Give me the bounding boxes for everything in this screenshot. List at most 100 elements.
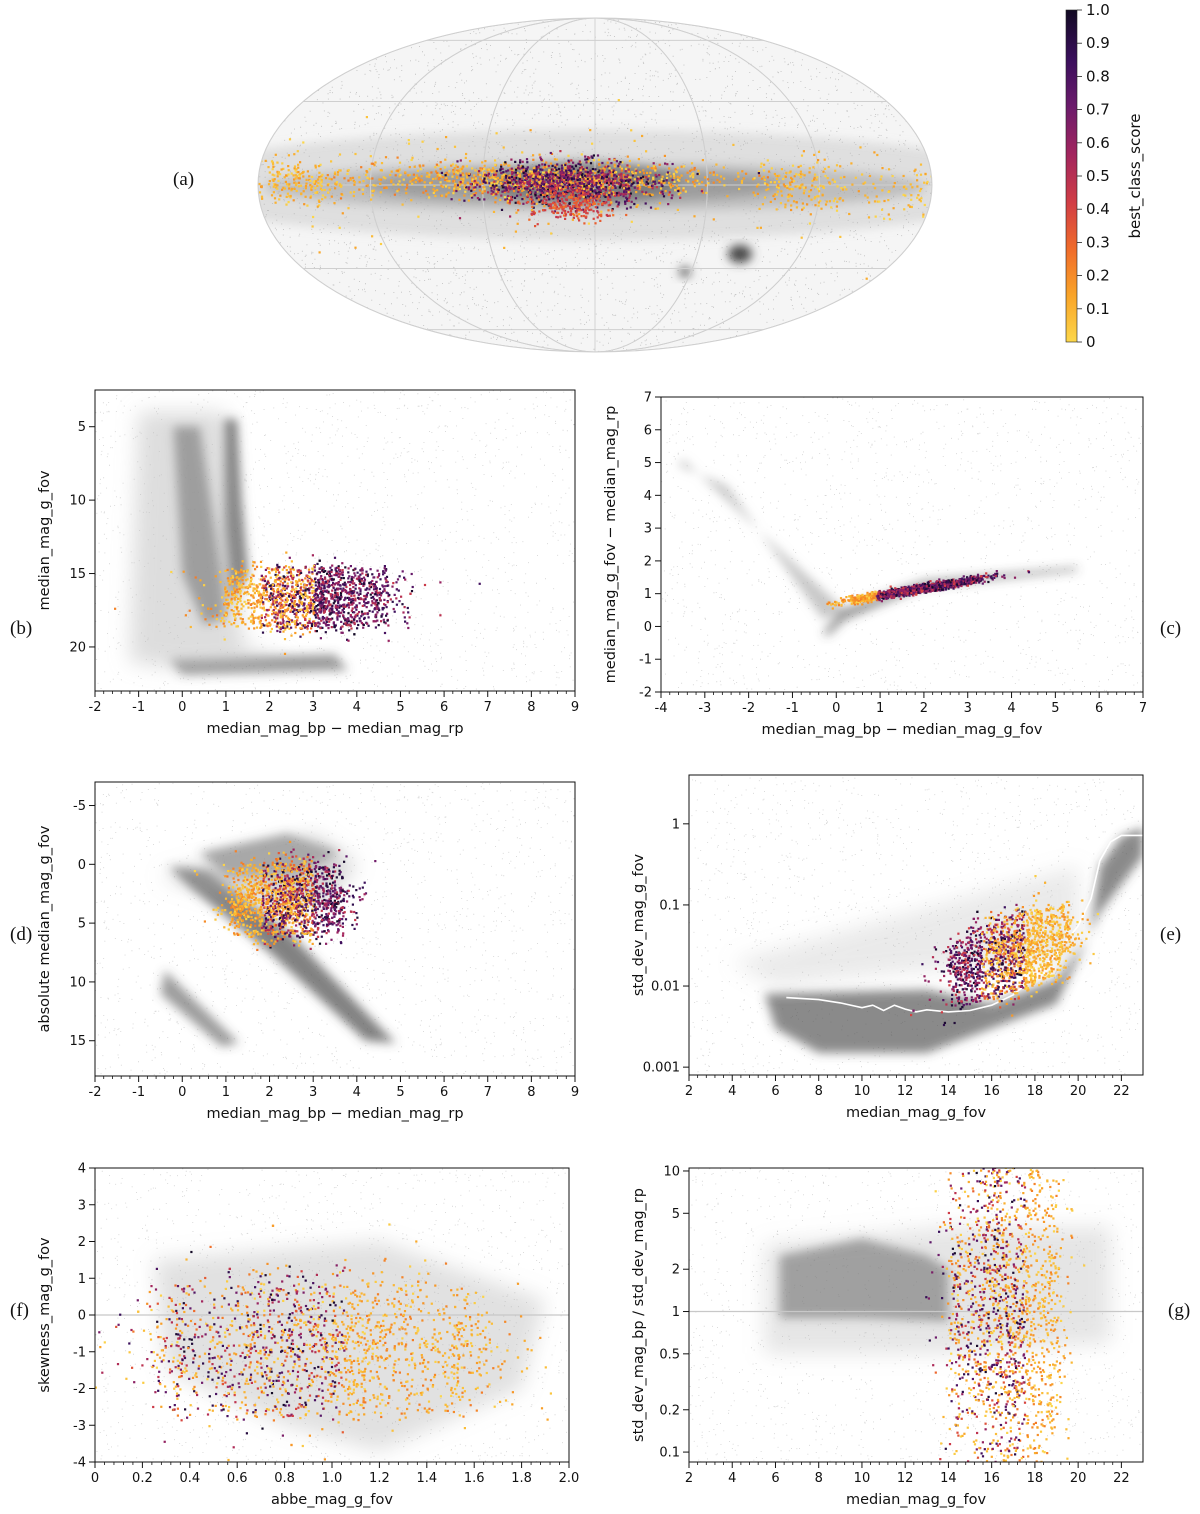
- highlight-points-e: [910, 875, 1099, 1027]
- y-tick-label: -2: [73, 1382, 86, 1397]
- reference-curve: [786, 834, 1143, 1013]
- x-ticks-e: 2 4 6 8 10 12 14 16 18 20 22: [685, 1075, 1130, 1099]
- x-tick-label: 4: [353, 700, 361, 715]
- x-tick-label: 12: [897, 1471, 914, 1486]
- x-tick-label: 0.2: [132, 1471, 153, 1486]
- y-tick-label: 0.01: [651, 980, 680, 995]
- y-tick-label: 0: [78, 1309, 86, 1324]
- colorbar-gradient: [1065, 9, 1078, 343]
- x-tick-label: 10: [854, 1471, 871, 1486]
- y-tick-label: 10: [69, 494, 86, 509]
- x-tick-label: 9: [571, 700, 579, 715]
- x-tick-label: 6: [440, 1085, 448, 1100]
- y-tick-label: 0: [644, 620, 652, 635]
- colorbar-tick-label: 0.3: [1086, 233, 1110, 251]
- y-tick-label: 0: [78, 858, 86, 873]
- x-tick-label: 6: [1095, 701, 1103, 716]
- y-tick-label: 20: [69, 640, 86, 655]
- plot-area-f: [95, 1168, 569, 1462]
- highlight-points-f: [95, 1223, 552, 1462]
- y-tick-label: 4: [78, 1162, 86, 1177]
- highlight-points-g: [925, 1168, 1086, 1462]
- x-tick-label: 0: [832, 701, 840, 716]
- x-tick-label: 22: [1113, 1084, 1130, 1099]
- background-sources: [661, 397, 1143, 692]
- y-axis-label: median_mag_g_fov − median_mag_rp: [603, 406, 619, 684]
- y-tick-label: -5: [73, 799, 86, 814]
- x-tick-label: 8: [527, 700, 535, 715]
- y-axis-label: absolute median_mag_g_fov: [37, 825, 53, 1032]
- y-tick-label: 1: [644, 587, 652, 602]
- highlight-points-c: [826, 570, 1031, 610]
- plot-frame-g: [688, 1167, 1144, 1463]
- y-tick-label: 5: [644, 456, 652, 471]
- x-tick-label: 10: [854, 1084, 871, 1099]
- x-tick-label: 6: [771, 1471, 779, 1486]
- panel-c: -4 -3 -2 -1 0 1 2 3 4 5 6 7 -2 -1 0 1 2 3 4 5 6 7 median_mag_b…: [603, 391, 1181, 739]
- y-ticks-e: 0.001 0.01 0.1 1: [643, 817, 689, 1076]
- panel-g: 2 4 6 8 10 12 14 16 18 20 220.10.20.512510median_m…: [631, 1164, 1190, 1508]
- x-tick-label: 0: [91, 1471, 99, 1486]
- panel-a: (a) 0 0.1 0.2 0.3 0.4 0.5 0.6 0.7 0.8 0.9 1.0 best…: [173, 1, 1145, 353]
- y-tick-label: 3: [644, 522, 652, 537]
- x-tick-label: 1: [222, 1085, 230, 1100]
- y-tick-label: 6: [644, 423, 652, 438]
- y-tick-label: -4: [73, 1456, 86, 1471]
- panel-label-a: (a): [173, 169, 194, 190]
- plot-area-e: [689, 775, 1143, 1075]
- magellanic-clouds: [679, 245, 752, 277]
- x-tick-label: 0.6: [227, 1471, 248, 1486]
- y-tick-label: 7: [644, 391, 652, 406]
- panel-e: 2 4 6 8 10 12 14 16 18 20 22 0.001 0.01 0.1 1 median_ma…: [631, 774, 1181, 1121]
- x-tick-label: 8: [815, 1084, 823, 1099]
- y-tick-label: 5: [672, 1207, 680, 1222]
- y-tick-label: 5: [78, 420, 86, 435]
- x-tick-label: 14: [940, 1084, 957, 1099]
- x-tick-label: 22: [1113, 1471, 1130, 1486]
- x-tick-label: 1: [222, 700, 230, 715]
- x-tick-label: 6: [771, 1084, 779, 1099]
- y-tick-label: 1: [672, 1305, 680, 1320]
- x-tick-label: 5: [396, 1085, 404, 1100]
- y-tick-label: 2: [78, 1235, 86, 1250]
- x-tick-label: 7: [1139, 701, 1147, 716]
- sky-highlight-points: [258, 99, 932, 280]
- x-tick-label: 4: [728, 1471, 736, 1486]
- x-axis-label: median_mag_bp − median_mag_rp: [206, 1106, 463, 1122]
- x-tick-label: 4: [728, 1084, 736, 1099]
- background-sources: [95, 782, 575, 1076]
- x-tick-label: 0.8: [274, 1471, 295, 1486]
- x-tick-label: 4: [1007, 701, 1015, 716]
- x-tick-label: 6: [440, 700, 448, 715]
- x-tick-label: 8: [527, 1085, 535, 1100]
- x-tick-label: -4: [655, 701, 668, 716]
- plot-frame-b: [94, 389, 576, 692]
- y-axis-label: skewness_mag_g_fov: [37, 1237, 53, 1393]
- y-tick-label: 0.2: [659, 1403, 680, 1418]
- x-tick-label: 16: [983, 1084, 1000, 1099]
- x-tick-label: 20: [1070, 1084, 1087, 1099]
- x-axis-label: median_mag_bp − median_mag_rp: [206, 721, 463, 737]
- panel-f: 0 0.2 0.4 0.6 0.8 1.0 1.2 1.4 1.6 1.8 2.0 -4 -3 -2 -1 0…: [10, 1162, 579, 1509]
- y-tick-label: 0.001: [643, 1061, 680, 1076]
- plot-area-c: [661, 397, 1143, 692]
- y-tick-label: 1: [78, 1272, 86, 1287]
- x-axis-label: median_mag_bp − median_mag_g_fov: [762, 722, 1043, 738]
- x-tick-label: 2: [265, 700, 273, 715]
- y-ticks-d: -5 0 5 10 15: [69, 799, 95, 1049]
- y-tick-label: 5: [78, 917, 86, 932]
- y-ticks-c: -2 -1 0 1 2 3 4 5 6 7: [639, 391, 661, 701]
- colorbar-tick-label: 1.0: [1086, 1, 1110, 19]
- panel-label-f: (f): [10, 1300, 29, 1321]
- x-tick-label: 3: [964, 701, 972, 716]
- x-tick-label: 18: [1027, 1084, 1044, 1099]
- x-tick-label: -1: [132, 1085, 145, 1100]
- colorbar-tick-label: 0.4: [1086, 200, 1110, 218]
- x-tick-label: 9: [571, 1085, 579, 1100]
- x-tick-label: 12: [897, 1084, 914, 1099]
- panel-label-c: (c): [1160, 618, 1181, 639]
- colorbar-tick-label: 0.2: [1086, 267, 1110, 285]
- y-tick-label: 0.1: [659, 1446, 680, 1461]
- x-tick-label: 5: [396, 700, 404, 715]
